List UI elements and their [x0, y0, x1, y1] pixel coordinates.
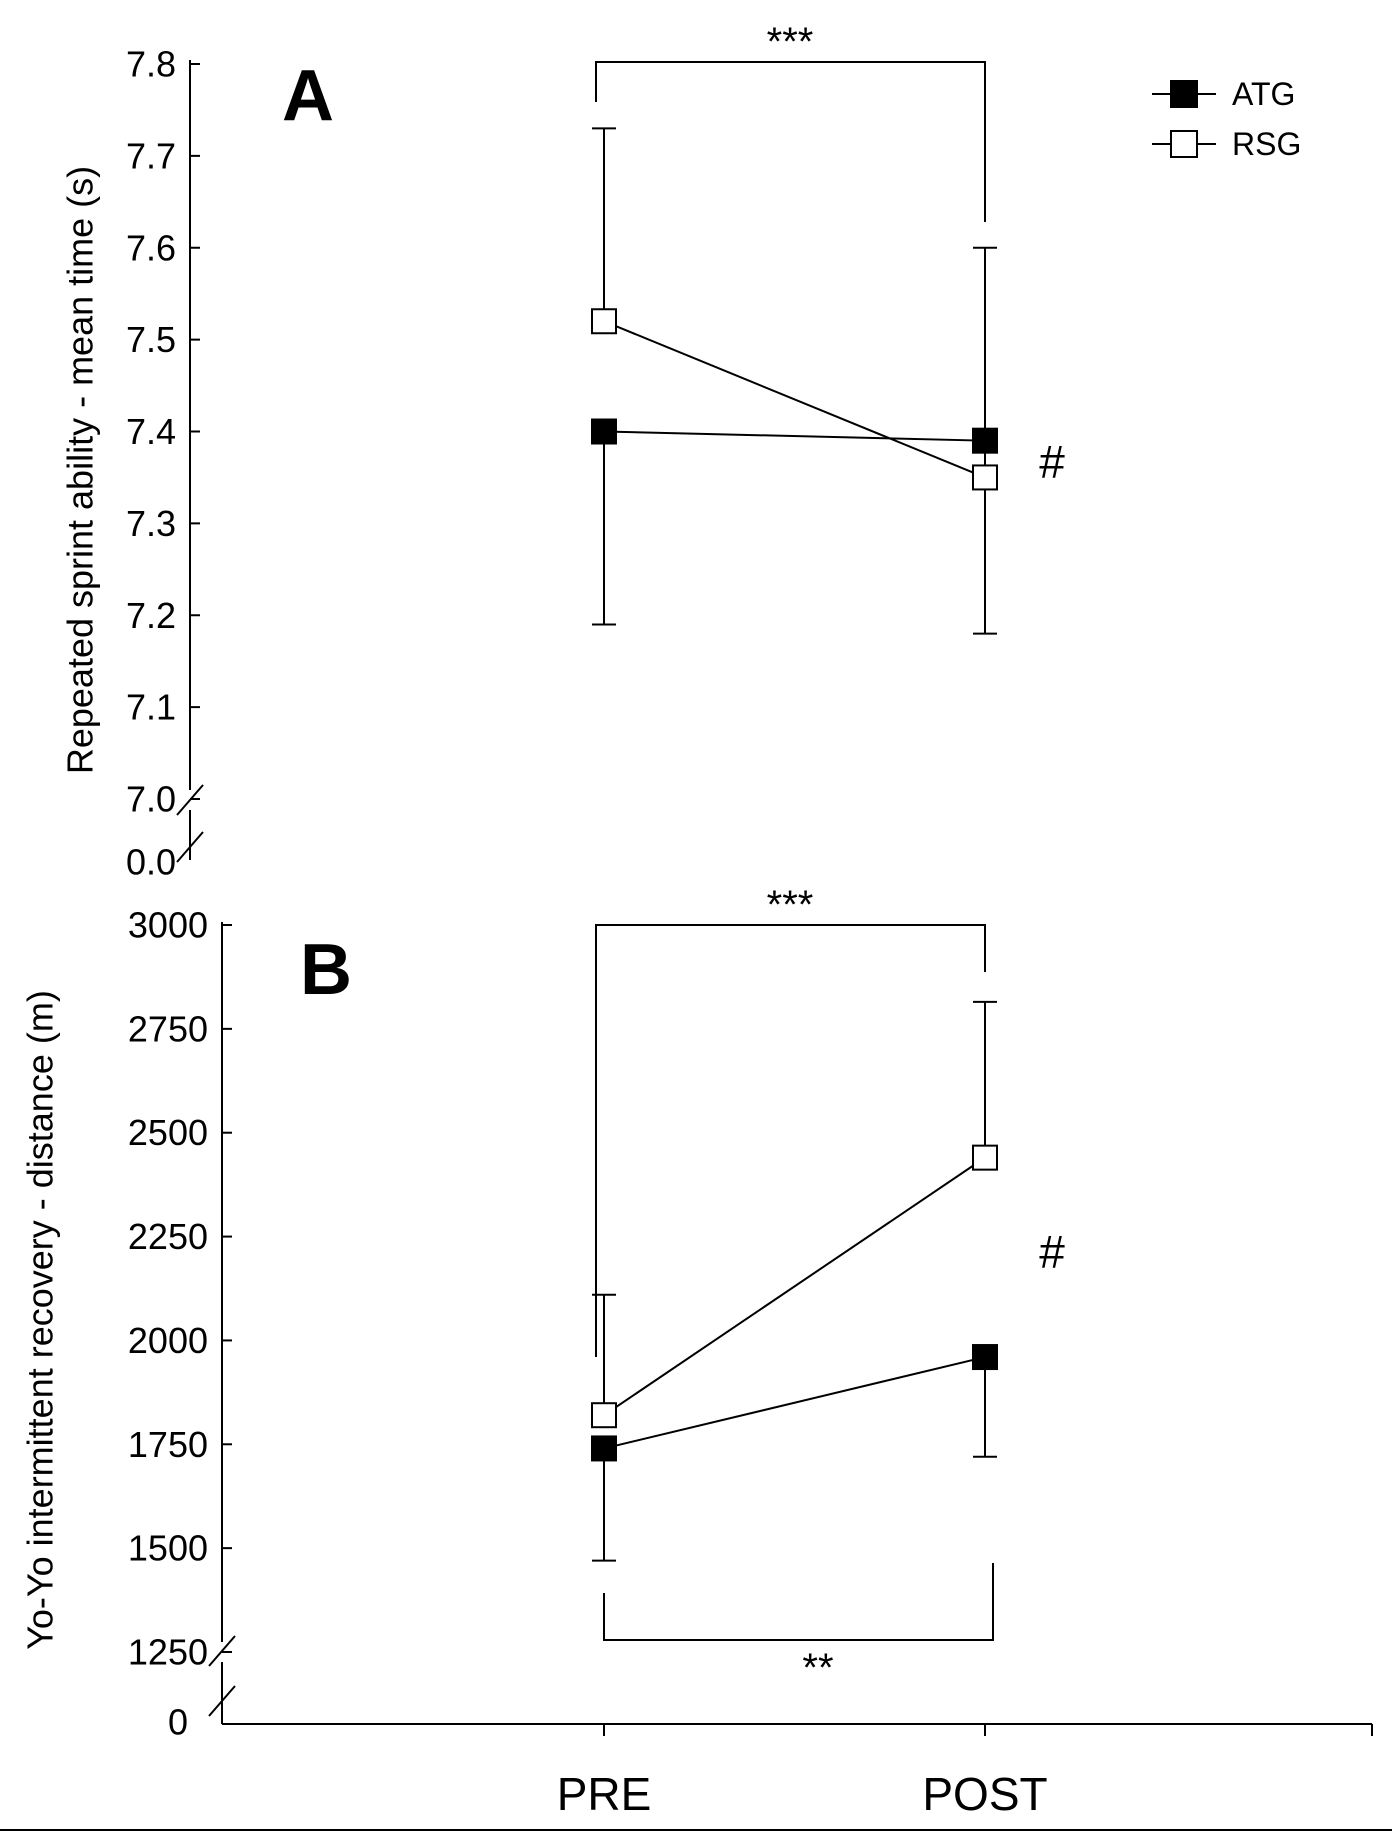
- panel-a-y-tick-label: 7.6: [126, 227, 176, 268]
- panel-b-y-axis-title: Yo-Yo intermittent recovery - distance (…: [20, 990, 61, 1650]
- legend-atg-label: ATG: [1232, 76, 1295, 112]
- panel-a-rsg-point-post: [972, 464, 998, 491]
- legend: ATG RSG: [1152, 76, 1301, 162]
- panel-a: 0.0 A Repeated sprint ability - mean tim…: [60, 20, 1066, 883]
- panel-a-rsg-line: [603, 320, 986, 479]
- panel-a-y-tick-label: 7.2: [126, 595, 176, 636]
- legend-rsg-marker: [1170, 130, 1198, 158]
- panel-a-marks: [591, 127, 998, 635]
- x-label-pre: PRE: [557, 1768, 652, 1820]
- legend-item-atg: ATG: [1152, 76, 1295, 112]
- panel-b-bottom-bracket: [603, 1563, 994, 1641]
- panel-b-letter: B: [300, 930, 352, 1010]
- panel-a-y-tick-label: 7.1: [126, 687, 176, 728]
- panel-b-y-tick-label: 3000: [128, 905, 208, 946]
- panel-b-top-sig: ***: [767, 883, 814, 927]
- panel-b-bottom-sig: **: [802, 1646, 833, 1690]
- panel-b-y-tick-label: 2750: [128, 1008, 208, 1049]
- panel-b-hash: #: [1039, 1226, 1065, 1278]
- panel-b-y-tick-label: 1500: [128, 1528, 208, 1569]
- panel-a-atg-line: [603, 430, 986, 442]
- panel-a-rsg-point-pre: [591, 308, 617, 335]
- panel-a-atg-point-post: [972, 427, 998, 454]
- panel-b-marks: [591, 1000, 998, 1562]
- panel-a-letter: A: [282, 56, 334, 136]
- panel-b-atg-point-post: [972, 1344, 998, 1371]
- panel-b: 0 B Yo-Yo intermittent recovery - distan…: [20, 883, 1373, 1743]
- panel-a-y-tick-label: 7.5: [126, 319, 176, 360]
- panel-b-y-tick-label: 1250: [128, 1632, 208, 1673]
- panel-a-top-sig: ***: [767, 20, 814, 64]
- legend-atg-marker: [1170, 80, 1198, 108]
- panel-a-axis-break-bottom: [176, 831, 204, 863]
- panel-b-break-label: 0: [168, 1702, 188, 1743]
- panel-b-atg-point-pre: [591, 1435, 617, 1462]
- panel-b-top-bracket: [595, 924, 986, 1357]
- panel-b-rsg-point-pre: [591, 1402, 617, 1429]
- panel-b-ticks: 3000 2750 2500 2250 2000 1750 1500 1250: [128, 905, 232, 1673]
- panel-a-ticks: 7.8 7.7 7.6 7.5 7.4 7.3 7.2 7.1 7.0: [126, 44, 200, 820]
- panel-a-hash: #: [1039, 436, 1065, 488]
- panel-b-axis-break-bottom: [208, 1685, 236, 1717]
- panel-b-y-tick-label: 2000: [128, 1320, 208, 1361]
- panel-b-y-tick-label: 2250: [128, 1216, 208, 1257]
- x-label-post: POST: [922, 1768, 1047, 1820]
- panel-a-y-axis-title: Repeated sprint ability - mean time (s): [60, 166, 101, 774]
- panel-a-y-tick-label: 7.3: [126, 503, 176, 544]
- panel-b-rsg-point-post: [972, 1144, 998, 1171]
- panel-a-break-label: 0.0: [126, 842, 176, 883]
- legend-rsg-label: RSG: [1232, 126, 1301, 162]
- panel-b-y-tick-label: 2500: [128, 1112, 208, 1153]
- panel-a-y-tick-label: 7.7: [126, 135, 176, 176]
- panel-b-atg-line: [603, 1356, 986, 1450]
- panel-a-y-tick-label: 7.0: [126, 779, 176, 820]
- x-category-labels: PRE POST: [557, 1724, 1048, 1820]
- panel-a-atg-point-pre: [591, 418, 617, 445]
- panel-a-top-bracket: [595, 61, 986, 222]
- panel-a-y-tick-label: 7.8: [126, 44, 176, 85]
- legend-item-rsg: RSG: [1152, 126, 1301, 162]
- panel-b-y-tick-label: 1750: [128, 1424, 208, 1465]
- panel-b-rsg-line: [603, 1156, 986, 1417]
- panel-a-y-tick-label: 7.4: [126, 411, 176, 452]
